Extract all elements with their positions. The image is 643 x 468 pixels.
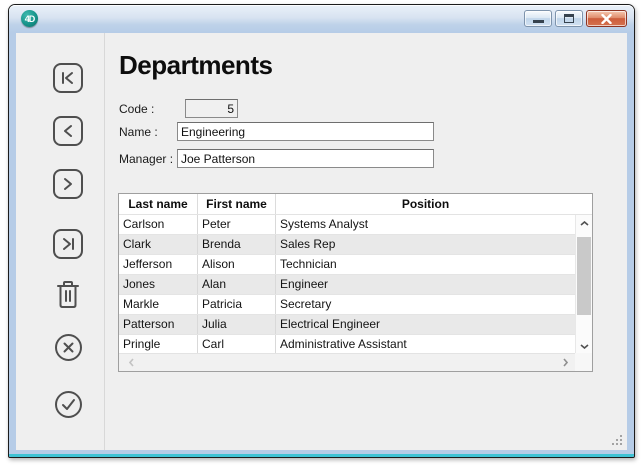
code-input[interactable]: [185, 99, 238, 118]
manager-field-row: Manager :: [119, 149, 434, 168]
column-header-last-name[interactable]: Last name: [119, 194, 198, 214]
cell-position: Electrical Engineer: [280, 317, 381, 331]
trash-icon: [57, 280, 79, 308]
last-record-button[interactable]: [53, 229, 83, 259]
cell-last-name: Clark: [119, 235, 198, 254]
scroll-right-button[interactable]: [557, 354, 573, 371]
table-header: Last name First name Position: [119, 194, 592, 215]
cell-last-name: Markle: [119, 295, 198, 314]
cell-first-name: Alan: [198, 275, 276, 294]
cell-position: Engineer: [280, 277, 329, 291]
cell-last-name: Carlson: [119, 215, 198, 234]
table-row[interactable]: Markle Patricia Secretary: [119, 295, 577, 315]
app-window: 4D: [8, 4, 635, 458]
code-label: Code :: [119, 101, 155, 116]
table-row[interactable]: Patterson Julia Electrical Engineer: [119, 315, 577, 335]
manager-input[interactable]: [177, 149, 434, 168]
cell-last-name: Jefferson: [119, 255, 198, 274]
cell-last-name: Patterson: [119, 315, 198, 334]
previous-record-icon: [64, 125, 72, 137]
cell-first-name: Peter: [198, 215, 276, 234]
table-row[interactable]: Clark Brenda Sales Rep: [119, 235, 577, 255]
table-row[interactable]: Jones Alan Engineer: [119, 275, 577, 295]
cell-last-name: Jones: [119, 275, 198, 294]
first-record-icon: [62, 72, 73, 84]
table-row[interactable]: Pringle Carl Administrative Assistant: [119, 335, 577, 355]
cell-position: Systems Analyst: [280, 217, 369, 231]
scroll-up-button[interactable]: [576, 215, 592, 232]
vertical-scrollbar[interactable]: [575, 215, 592, 355]
form-content: Departments Code : Name : Manager : Last: [106, 33, 627, 450]
caption-buttons: [524, 10, 627, 27]
cell-first-name: Patricia: [198, 295, 276, 314]
chevron-up-icon: [579, 221, 589, 226]
horizontal-scrollbar[interactable]: [119, 353, 577, 371]
close-icon: [601, 13, 612, 24]
maximize-button[interactable]: [555, 10, 583, 27]
cell-first-name: Julia: [198, 315, 276, 334]
column-header-first-name[interactable]: First name: [198, 194, 276, 214]
page-title: Departments: [119, 50, 273, 80]
accept-button[interactable]: [54, 390, 83, 419]
chevron-down-icon: [579, 344, 589, 349]
table-row[interactable]: Jefferson Alison Technician: [119, 255, 577, 275]
first-record-button[interactable]: [53, 63, 83, 93]
client-area: Departments Code : Name : Manager : Last: [16, 33, 627, 450]
maximize-icon: [564, 14, 574, 23]
cancel-button[interactable]: [54, 333, 83, 362]
name-field-row: Name :: [119, 122, 434, 141]
cancel-circle-icon: [55, 334, 82, 361]
next-record-icon: [64, 178, 72, 190]
4d-logo-icon: 4D: [21, 10, 38, 27]
close-button[interactable]: [586, 10, 627, 27]
cell-position: Administrative Assistant: [280, 337, 407, 351]
cell-position: Secretary: [280, 297, 332, 311]
cell-first-name: Carl: [198, 335, 276, 354]
minimize-icon: [532, 19, 544, 23]
chevron-left-icon: [128, 358, 134, 367]
resize-grip-icon[interactable]: [611, 433, 623, 445]
code-field-row: Code :: [119, 99, 238, 118]
cell-first-name: Alison: [198, 255, 276, 274]
scroll-down-button[interactable]: [576, 338, 592, 355]
last-record-icon: [63, 238, 74, 250]
cell-first-name: Brenda: [198, 235, 276, 254]
chevron-right-icon: [562, 358, 568, 367]
manager-label: Manager :: [119, 151, 174, 166]
table-body: Carlson Peter Systems Analyst Clark Bren…: [119, 215, 592, 355]
next-record-button[interactable]: [53, 169, 83, 199]
scroll-left-button[interactable]: [123, 354, 139, 371]
table-row[interactable]: Carlson Peter Systems Analyst: [119, 215, 577, 235]
cell-position: Technician: [280, 257, 337, 271]
previous-record-button[interactable]: [53, 116, 83, 146]
header-scroll-corner: [575, 194, 592, 214]
check-circle-icon: [55, 391, 82, 418]
name-label: Name :: [119, 124, 158, 139]
4d-logo-text: 4D: [24, 13, 35, 24]
cell-last-name: Pringle: [119, 335, 198, 354]
scrollbar-corner: [575, 353, 592, 371]
titlebar[interactable]: 4D: [9, 5, 634, 33]
column-header-position[interactable]: Position: [401, 197, 450, 211]
record-nav-sidebar: [16, 33, 105, 450]
name-input[interactable]: [177, 122, 434, 141]
employees-table: Last name First name Position Carlson Pe…: [118, 193, 593, 372]
vertical-scroll-thumb[interactable]: [577, 237, 591, 315]
delete-record-button[interactable]: [56, 278, 80, 310]
minimize-button[interactable]: [524, 10, 552, 27]
cell-position: Sales Rep: [280, 237, 336, 251]
